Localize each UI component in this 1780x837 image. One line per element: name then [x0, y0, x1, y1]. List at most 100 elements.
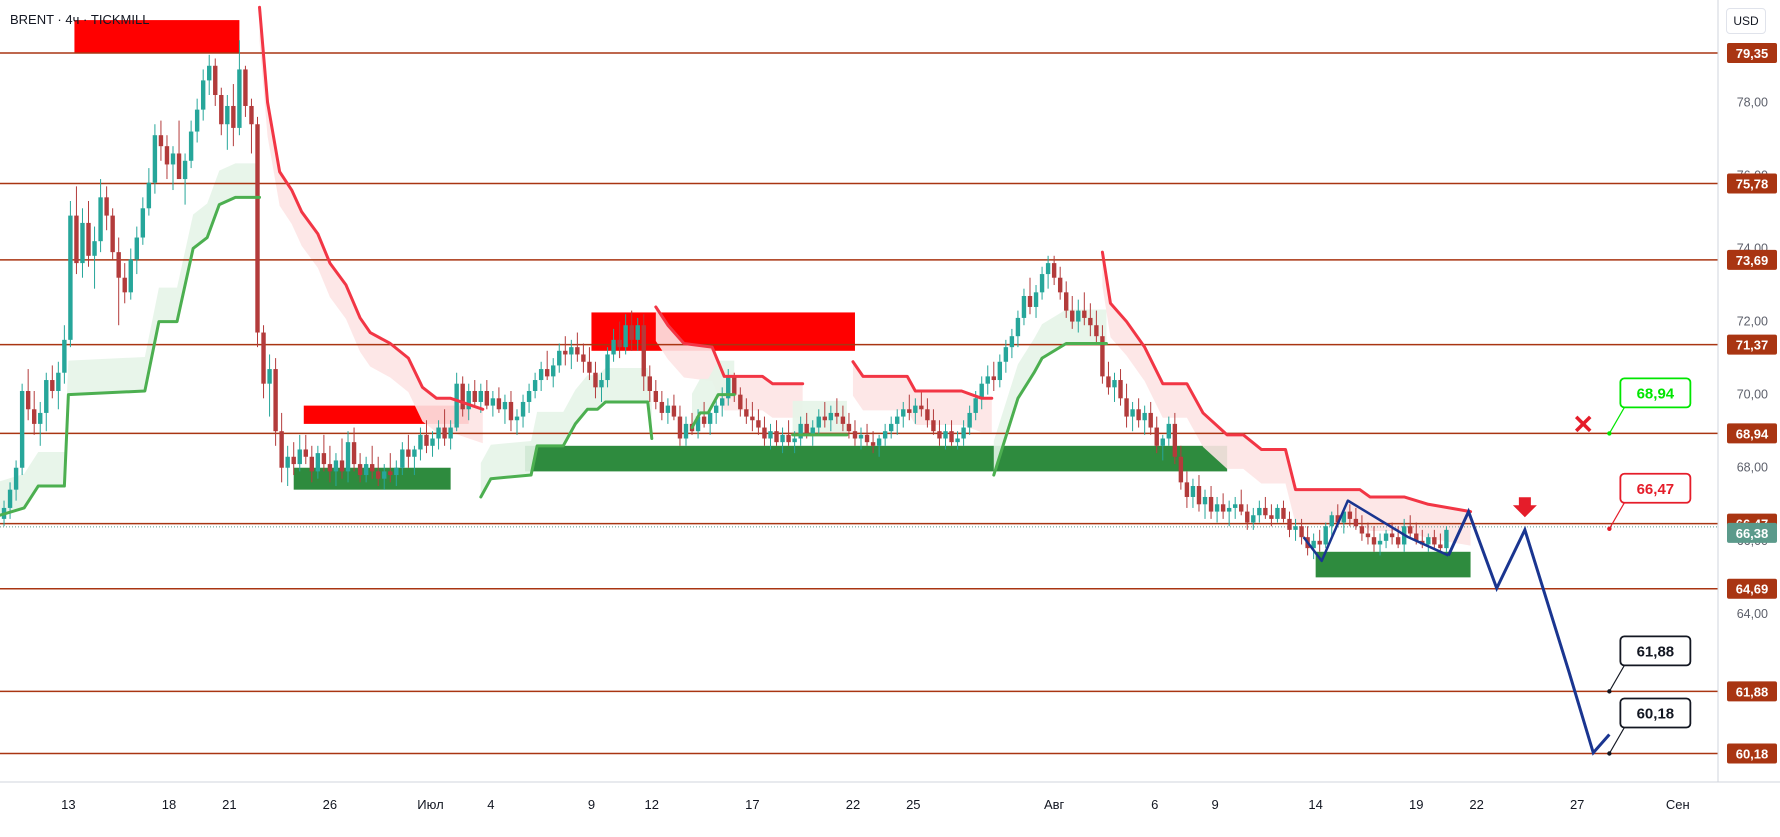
candle-29 [176, 120, 182, 180]
trailing-stop-line-3 [654, 305, 805, 386]
candle-16 [98, 179, 103, 253]
candle-body [695, 416, 701, 432]
level-price-label: 60,18 [1736, 746, 1769, 761]
candle-body [170, 153, 176, 165]
candle-body [1293, 526, 1298, 530]
candle-body [1021, 295, 1027, 318]
level-price-label: 73,69 [1736, 253, 1769, 268]
level-price-tag[interactable] [1727, 249, 1777, 270]
candle-body [345, 442, 351, 472]
candle-193 [1166, 416, 1172, 446]
candle-31 [188, 120, 194, 169]
candle-117 [707, 409, 713, 435]
candle-34 [207, 54, 212, 96]
candle-163 [985, 365, 990, 395]
candle-body [623, 325, 628, 348]
trailing-stop-line-2 [479, 400, 654, 499]
candle-205 [1239, 489, 1244, 516]
candle-body [1166, 423, 1172, 439]
candle-214 [1293, 518, 1298, 541]
candle-27 [164, 135, 170, 180]
candle-93 [563, 336, 568, 366]
x-tick-label: 18 [162, 797, 176, 812]
candle-body [1323, 526, 1328, 545]
x-tick-label: 27 [1570, 797, 1584, 812]
level-price-tag[interactable] [1727, 42, 1777, 63]
candle-226 [1365, 522, 1371, 545]
candle-body [804, 423, 809, 435]
candle-53 [321, 434, 327, 472]
level-price-tag[interactable] [1727, 173, 1777, 194]
currency-button[interactable]: USD [1726, 8, 1766, 34]
candle-224 [1353, 507, 1359, 530]
price-callout-black: 60,18 [1607, 697, 1692, 756]
candle-223 [1347, 504, 1353, 527]
candle-body [412, 449, 417, 457]
candle-49 [297, 434, 302, 472]
candle-body [1178, 456, 1184, 483]
candle-body [225, 105, 230, 125]
candle-body [1275, 507, 1280, 519]
candle-body [309, 456, 315, 472]
candle-body [369, 464, 375, 472]
candle-151 [913, 398, 918, 424]
candle-body [514, 416, 520, 421]
candle-128 [774, 420, 779, 446]
candle-24 [146, 168, 152, 216]
candle-body [876, 438, 882, 446]
candle-body [732, 376, 737, 395]
candle-196 [1184, 471, 1190, 508]
candle-26 [158, 120, 164, 161]
candle-90 [544, 350, 550, 381]
candle-body [194, 109, 200, 132]
candle-118 [713, 398, 719, 424]
level-price-tag[interactable] [1727, 681, 1777, 702]
level-price-tag[interactable] [1727, 334, 1777, 355]
supply-zone-0 [74, 20, 240, 53]
candle-136 [822, 401, 828, 428]
candle-body [1100, 336, 1105, 377]
candle-body [1347, 511, 1353, 519]
candle-body [846, 423, 852, 432]
level-price-tag[interactable] [1727, 423, 1777, 444]
candle-body [1184, 482, 1190, 497]
candle-200 [1208, 486, 1214, 519]
x-tick-label: 22 [1469, 797, 1483, 812]
candle-177 [1070, 295, 1075, 329]
candle-body [653, 391, 659, 402]
candle-body [454, 383, 459, 428]
candle-106 [641, 314, 646, 391]
y-tick-label: 64,00 [1737, 607, 1768, 621]
candle-body [7, 489, 13, 508]
candle-186 [1124, 383, 1129, 428]
level-price-tag[interactable] [1727, 578, 1777, 599]
callout-label: 61,88 [1637, 643, 1675, 660]
candle-149 [901, 401, 906, 428]
candle-body [1287, 518, 1292, 530]
candle-body [907, 409, 912, 413]
candle-body [744, 409, 749, 417]
candle-22 [134, 226, 139, 275]
candle-138 [834, 398, 840, 424]
candle-body [363, 464, 369, 476]
candle-15 [92, 226, 97, 289]
candle-body [496, 398, 502, 410]
level-price-tag[interactable] [1727, 743, 1777, 764]
candle-77 [466, 383, 471, 421]
candle-body [1124, 398, 1129, 417]
candle-body [351, 442, 357, 465]
candle-body [544, 369, 550, 377]
candle-body [1281, 507, 1286, 519]
candle-body [750, 416, 755, 421]
candle-body [888, 423, 894, 432]
trailing-stop-fill-1 [259, 7, 483, 444]
candle-97 [587, 347, 592, 381]
candle-body [1064, 292, 1069, 311]
candle-65 [394, 460, 399, 487]
current-price-label: 66,38 [1736, 526, 1769, 541]
candle-body [798, 423, 803, 439]
candle-body [991, 376, 996, 381]
candle-body [1172, 423, 1178, 457]
